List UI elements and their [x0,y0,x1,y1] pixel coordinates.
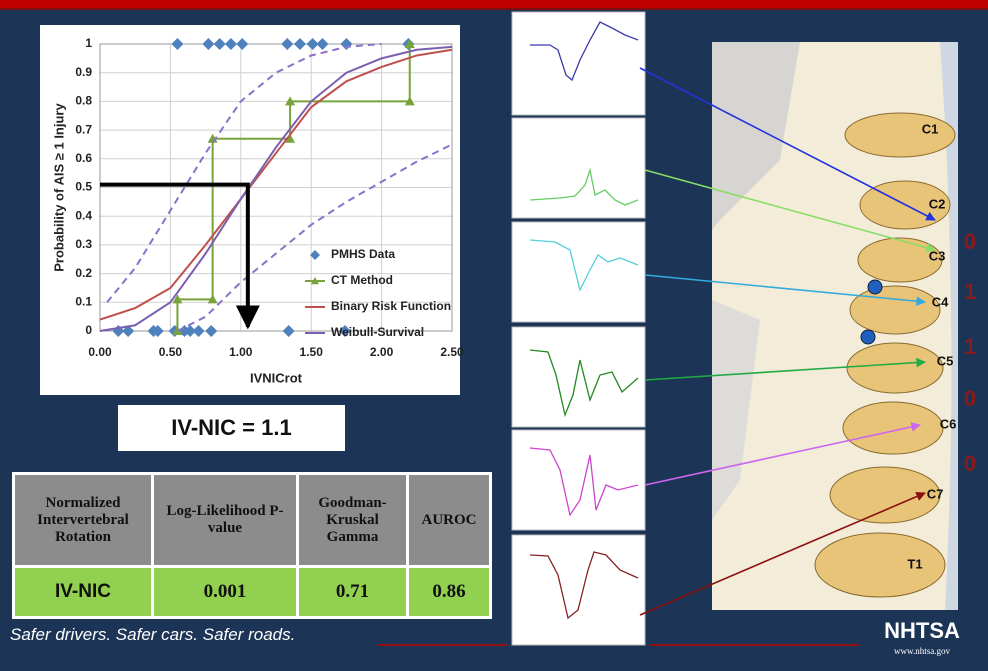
waveform-panel [512,222,645,322]
injury-score: 0 [964,386,976,411]
vertebra-label: C2 [929,196,946,211]
cell: 0.001 [153,567,298,618]
logo-name: NHTSA [884,618,960,643]
vertebra-label: C3 [929,248,946,263]
table-header: Normalized Intervertebral Rotation Log-L… [14,474,491,567]
chart-panel [40,25,460,395]
vertebra [830,467,940,523]
top-bar-edge [0,8,988,10]
vertebra [847,343,943,393]
waveform-panels [512,12,645,645]
result-box: IV-NIC = 1.1 [118,405,345,451]
y-tick-label: 0.8 [75,94,92,108]
injury-score: 1 [964,334,976,359]
vertebra-label: T1 [907,556,922,571]
header-cell: Goodman-Kruskal Gamma [298,474,408,567]
waveform-panel [512,118,645,218]
waveform-panel [512,535,645,645]
vertebra-label: C1 [922,121,939,136]
y-tick-label: 0 [85,323,92,337]
top-bar [0,0,988,8]
legend-label: Weibull-Survival [331,325,424,339]
x-tick-label: 0.00 [88,345,112,359]
x-tick-label: 2.50 [440,345,464,359]
injury-score: 0 [964,451,976,476]
vertebra [843,402,943,454]
vertebra-label: C6 [940,416,957,431]
y-axis-label: Probability of AIS ≥ 1 Injury [51,103,66,272]
cell: 0.71 [298,567,408,618]
vertebra-label: C5 [937,353,954,368]
y-tick-label: 0.6 [75,151,92,165]
vertebra-label: C4 [932,294,949,309]
y-tick-label: 0.5 [75,180,92,194]
header-cell: Normalized Intervertebral Rotation [14,474,153,567]
vertebra [850,286,940,334]
waveform-panel [512,430,645,530]
header-cell: Log-Likelihood P-value [153,474,298,567]
cell: IV-NIC [14,567,153,618]
y-tick-label: 0.1 [75,294,92,308]
legend-label: CT Method [331,273,393,287]
table-row: IV-NIC 0.001 0.71 0.86 [14,567,491,618]
cell: 0.86 [408,567,491,618]
legend-label: PMHS Data [331,247,395,261]
y-tick-label: 0.9 [75,65,92,79]
scores: 0 1 1 0 0 [964,229,976,476]
header-cell: AUROC [408,474,491,567]
spine-illustration: C1 C2 C3 C4 C5 C6 C7 T1 [712,42,958,610]
slide: 0 0.1 0.2 0.3 0.4 0.5 0.6 0.7 0.8 0.9 1 0.00 0.50 1.0… [0,0,988,671]
footer: Safer drivers. Safer cars. Safer roads. [10,625,295,645]
injury-score: 0 [964,229,976,254]
x-axis-label: IVNICrot [250,370,303,385]
vertebra-label: C7 [927,486,944,501]
metrics-table: Normalized Intervertebral Rotation Log-L… [12,472,492,619]
marker-dot [868,280,882,294]
y-tick-label: 0.4 [75,208,92,222]
y-tick-label: 0.7 [75,122,92,136]
y-tick-label: 1 [85,36,92,50]
x-tick-label: 1.00 [229,345,253,359]
x-tick-label: 0.50 [159,345,183,359]
x-tick-label: 1.50 [300,345,324,359]
y-tick-label: 0.3 [75,237,92,251]
logo-url: www.nhtsa.gov [894,646,950,656]
waveform-panel [512,327,645,427]
injury-score: 1 [964,279,976,304]
marker-dot [861,330,875,344]
x-tick-label: 2.00 [370,345,394,359]
vertebra [845,113,955,157]
vertebra [815,533,945,597]
legend-label: Binary Risk Function [331,299,451,313]
y-tick-label: 0.2 [75,266,92,280]
